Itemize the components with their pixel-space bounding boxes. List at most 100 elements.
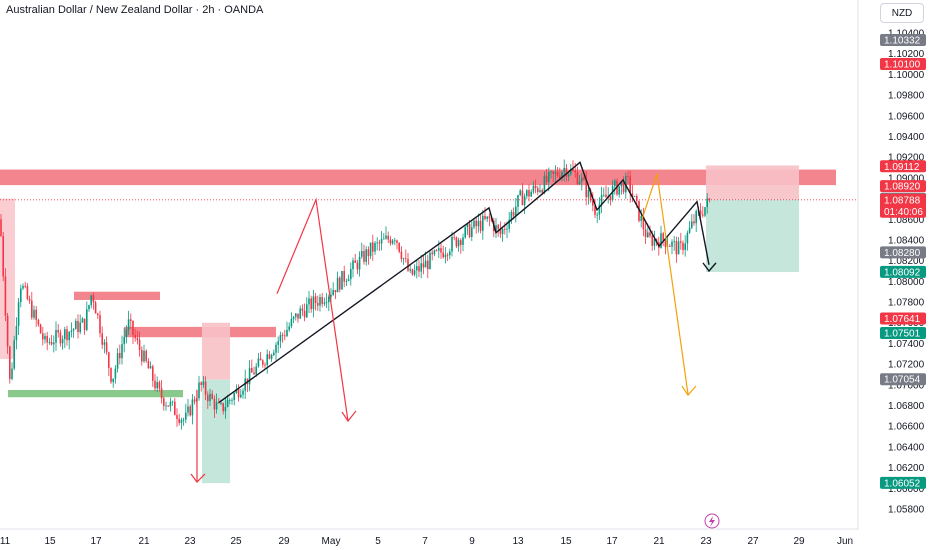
candle-body (451, 236, 453, 252)
candle-body (160, 388, 163, 399)
x-tick-label: 23 (700, 536, 712, 547)
candle-body (578, 181, 581, 184)
candle-body (499, 228, 502, 234)
candle-body (233, 393, 235, 400)
candle-body (336, 277, 339, 293)
candle-body (127, 319, 130, 330)
candle-body (156, 382, 158, 389)
candle-body (185, 412, 187, 420)
candle-body (226, 399, 229, 407)
candle-body (435, 250, 438, 252)
price-badge-label: 1.08920 (884, 182, 921, 193)
candle-body (693, 221, 695, 224)
candle-body (400, 251, 403, 260)
candle-body (479, 220, 482, 231)
candle-body (167, 405, 169, 407)
candle-body (242, 390, 244, 395)
candle-body (561, 172, 563, 179)
candle-body (475, 220, 477, 227)
candle-body (99, 315, 101, 334)
candle-body (281, 334, 284, 336)
candle-body (429, 252, 431, 270)
candle-body (526, 190, 528, 197)
x-tick-label: 23 (184, 536, 196, 547)
candle-body (532, 185, 535, 192)
candle-body (559, 175, 561, 179)
candle-body (332, 290, 334, 295)
candle-body (462, 237, 464, 245)
candle-body (396, 240, 398, 243)
y-tick-label: 1.07200 (888, 360, 925, 371)
candle-body (684, 243, 686, 251)
x-tick-label: 5 (375, 536, 381, 547)
candle-body (649, 232, 651, 236)
candle-body (682, 242, 684, 251)
candle-body (42, 333, 44, 340)
candle-body (497, 225, 499, 229)
candle-body (68, 331, 70, 341)
price-badge (880, 326, 926, 339)
candle-body (416, 266, 418, 271)
x-tick-label: 29 (278, 536, 290, 547)
candle-body (380, 238, 383, 244)
candle-body (457, 240, 460, 247)
candle-body (537, 188, 539, 192)
candle-body (145, 350, 147, 362)
candle-body (488, 216, 491, 219)
currency-button[interactable]: NZD (880, 3, 924, 23)
candle-body (504, 228, 506, 230)
candle-body (339, 277, 341, 290)
candle-body (268, 354, 271, 359)
candle-body (521, 190, 524, 206)
price-badges: 1.103321.101001.091121.089201.087981.087… (880, 34, 926, 489)
candle-body (297, 313, 299, 319)
candle-body (638, 200, 640, 221)
candle-body (134, 335, 136, 339)
candle-body (460, 240, 462, 245)
candle-body (138, 339, 141, 350)
candle-body (550, 171, 552, 173)
candle-body (651, 235, 653, 246)
candle-body (589, 189, 592, 201)
candle-body (211, 393, 213, 399)
candle-body (583, 177, 585, 180)
candle-body (440, 248, 442, 253)
candle-body (55, 329, 57, 343)
candle-body (4, 276, 7, 316)
candle-body (262, 360, 264, 365)
candle-body (66, 329, 68, 341)
candle-body (103, 342, 106, 345)
candle-body (244, 378, 246, 391)
projection-red-april-arrowhead (190, 473, 206, 484)
candle-body (418, 266, 420, 272)
x-axis: 11 15 17 21 23 25 29 May 5 7 9 13 15 17 21 23 27 29 Jun (0, 536, 853, 547)
candle-body (424, 260, 427, 268)
candle-body (48, 341, 51, 343)
candle-body (471, 227, 473, 238)
candle-body (323, 302, 326, 304)
candle-body (367, 249, 370, 257)
candle-body (695, 211, 697, 224)
price-badge (880, 160, 926, 173)
candle-body (598, 204, 601, 215)
target-zone-april (202, 379, 230, 484)
candle-body (189, 406, 191, 416)
candle-body (37, 319, 40, 325)
candle-body (46, 335, 48, 343)
candle-body (387, 235, 389, 240)
candle-body (594, 205, 596, 215)
candle-body (24, 285, 26, 287)
candle-body (361, 251, 363, 257)
candle-body (121, 344, 123, 359)
candle-body (600, 194, 603, 205)
candle-body (528, 190, 530, 197)
candle-body (163, 398, 165, 406)
candle-body (530, 191, 532, 197)
y-tick-label: 1.09800 (888, 91, 925, 102)
candle-body (270, 355, 273, 359)
candle-body (105, 342, 108, 353)
candle-body (2, 235, 4, 277)
candle-body (328, 296, 330, 303)
